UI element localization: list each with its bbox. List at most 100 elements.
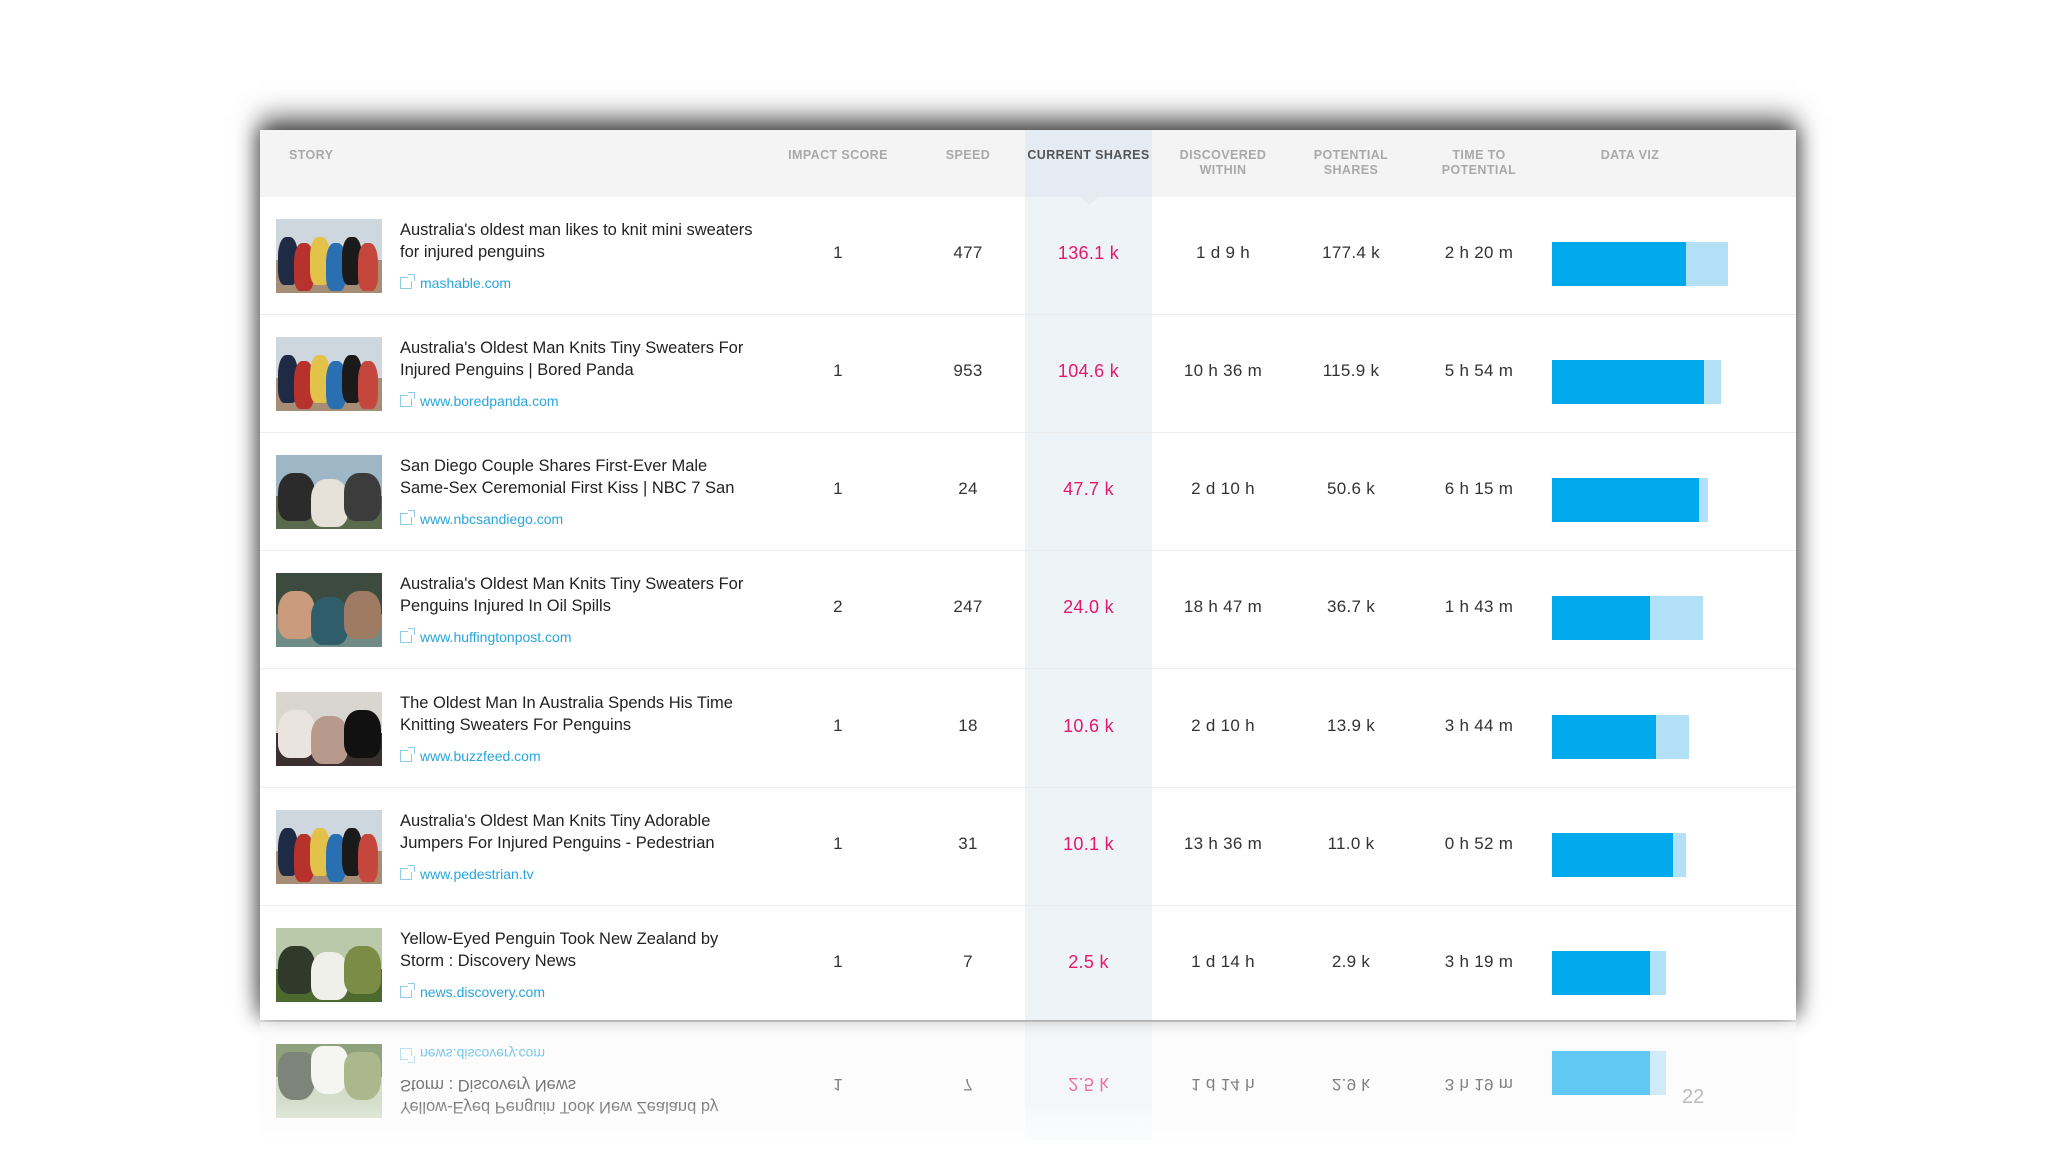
current-shares-bar xyxy=(1552,715,1656,759)
thumbnail-shape xyxy=(326,361,346,409)
impact-score-value: 1 xyxy=(833,834,843,853)
thumbnail-shape xyxy=(311,716,348,764)
impact-score-value: 2 xyxy=(833,597,843,616)
table-row[interactable]: Australia's Oldest Man Knits Tiny Sweate… xyxy=(260,551,1796,669)
thumbnail-shape xyxy=(358,243,378,291)
table-row[interactable]: Yellow-Eyed Penguin Took New Zealand by … xyxy=(260,906,1796,1020)
external-link-icon xyxy=(400,865,415,880)
current-shares-value: 104.6 k xyxy=(1057,361,1120,381)
thumbnail-shape xyxy=(311,1046,348,1094)
external-link-icon xyxy=(400,274,415,289)
story-thumbnail[interactable] xyxy=(276,810,382,884)
column-header-potential-shares[interactable]: POTENTIAL SHARES xyxy=(1313,148,1389,177)
current-shares-value: 24.0 k xyxy=(1063,597,1114,617)
story-source-link[interactable]: www.huffingtonpost.com xyxy=(400,628,572,645)
current-shares-bar xyxy=(1552,1051,1650,1095)
thumbnail-shape xyxy=(342,355,362,403)
current-shares-bar xyxy=(1552,596,1650,640)
story-thumbnail[interactable] xyxy=(276,219,382,293)
table-row[interactable]: The Oldest Man In Australia Spends His T… xyxy=(260,670,1796,788)
speed-value: 477 xyxy=(953,243,983,262)
table-header: STORY IMPACT SCORE SPEED CURRENT SHARES … xyxy=(260,130,1796,205)
time-to-potential-value: 5 h 54 m xyxy=(1444,361,1514,380)
story-source-label: www.buzzfeed.com xyxy=(420,748,541,764)
story-source-link[interactable]: mashable.com xyxy=(400,274,512,291)
story-title[interactable]: Australia's Oldest Man Knits Tiny Adorab… xyxy=(400,812,715,852)
thumbnail-shape xyxy=(342,828,362,876)
story-source-label: www.boredpanda.com xyxy=(420,393,559,409)
story-source-link[interactable]: www.pedestrian.tv xyxy=(400,865,534,882)
current-shares-value: 47.7 k xyxy=(1063,479,1114,499)
thumbnail-shape xyxy=(278,946,315,994)
speed-value: 18 xyxy=(958,716,978,735)
external-link-icon xyxy=(400,392,415,407)
potential-shares-value: 177.4 k xyxy=(1322,243,1380,262)
impact-score-value: 1 xyxy=(833,479,843,498)
thumbnail-shape xyxy=(344,591,381,639)
discovered-within-value: 2 d 10 h xyxy=(1191,479,1255,498)
current-shares-value: 10.1 k xyxy=(1063,834,1114,854)
column-header-impact-score[interactable]: IMPACT SCORE xyxy=(788,148,888,162)
column-header-current-shares[interactable]: CURRENT SHARES xyxy=(1025,130,1152,205)
time-to-potential-value: 3 h 19 m xyxy=(1444,952,1514,971)
impact-score-value: 1 xyxy=(833,243,843,262)
thumbnail-shape xyxy=(311,952,348,1000)
thumbnail-shape xyxy=(294,834,314,882)
potential-shares-value: 2.9 k xyxy=(1331,1075,1371,1094)
story-title[interactable]: Australia's Oldest Man Knits Tiny Sweate… xyxy=(400,575,744,615)
speed-value: 953 xyxy=(953,361,983,380)
story-thumbnail[interactable] xyxy=(276,928,382,1002)
external-link-icon xyxy=(400,628,415,643)
potential-shares-value: 115.9 k xyxy=(1322,361,1380,380)
thumbnail-shape xyxy=(278,591,315,639)
story-title[interactable]: The Oldest Man In Australia Spends His T… xyxy=(400,694,733,734)
story-source-label: news.discovery.com xyxy=(420,1046,546,1062)
discovered-within-value: 10 h 36 m xyxy=(1183,361,1263,380)
column-header-discovered-within[interactable]: DISCOVERED WITHIN xyxy=(1179,148,1267,177)
column-header-data-viz: DATA VIZ xyxy=(1600,148,1660,162)
discovered-within-value: 1 d 9 h xyxy=(1195,243,1251,262)
thumbnail-shape xyxy=(326,834,346,882)
story-source-label: www.nbcsandiego.com xyxy=(420,511,564,527)
stories-table-card: STORY IMPACT SCORE SPEED CURRENT SHARES … xyxy=(260,130,1796,1020)
thumbnail-shape xyxy=(278,355,298,403)
current-shares-bar xyxy=(1552,242,1686,286)
thumbnail-shape xyxy=(278,710,315,758)
time-to-potential-value: 2 h 20 m xyxy=(1444,243,1514,262)
story-source-link[interactable]: news.discovery.com xyxy=(400,983,545,1000)
thumbnail-shape xyxy=(278,237,298,285)
story-thumbnail[interactable] xyxy=(276,573,382,647)
discovered-within-value: 1 d 14 h xyxy=(1191,1075,1255,1094)
table-row[interactable]: Australia's oldest man likes to knit min… xyxy=(260,197,1796,315)
story-source-link[interactable]: www.buzzfeed.com xyxy=(400,747,541,764)
time-to-potential-value: 3 h 19 m xyxy=(1444,1075,1514,1094)
story-thumbnail[interactable] xyxy=(276,337,382,411)
story-title[interactable]: Australia's oldest man likes to knit min… xyxy=(400,221,753,261)
current-shares-column-highlight xyxy=(1025,130,1152,1020)
story-source-label: mashable.com xyxy=(420,275,512,291)
impact-score-value: 1 xyxy=(833,1075,843,1094)
thumbnail-shape xyxy=(344,946,381,994)
table-row[interactable]: Australia's Oldest Man Knits Tiny Adorab… xyxy=(260,788,1796,906)
thumbnail-shape xyxy=(326,243,346,291)
column-header-time-to-potential[interactable]: TIME TO POTENTIAL xyxy=(1441,148,1517,177)
time-to-potential-value: 3 h 44 m xyxy=(1444,716,1514,735)
impact-score-value: 1 xyxy=(833,361,843,380)
thumbnail-shape xyxy=(310,355,330,403)
story-thumbnail[interactable] xyxy=(276,455,382,529)
external-link-icon xyxy=(400,510,415,525)
story-title[interactable]: Australia's Oldest Man Knits Tiny Sweate… xyxy=(400,339,744,379)
story-title[interactable]: San Diego Couple Shares First-Ever Male … xyxy=(400,457,735,497)
story-source-link[interactable]: www.boredpanda.com xyxy=(400,392,559,409)
story-title[interactable]: Yellow-Eyed Penguin Took New Zealand by … xyxy=(400,930,719,970)
table-row[interactable]: Australia's Oldest Man Knits Tiny Sweate… xyxy=(260,315,1796,433)
story-source-link[interactable]: www.nbcsandiego.com xyxy=(400,510,564,527)
thumbnail-shape xyxy=(278,828,298,876)
column-header-speed[interactable]: SPEED xyxy=(945,148,991,162)
thumbnail-shape xyxy=(310,828,330,876)
column-header-story[interactable]: STORY xyxy=(289,148,334,162)
table-row[interactable]: San Diego Couple Shares First-Ever Male … xyxy=(260,433,1796,551)
time-to-potential-value: 0 h 52 m xyxy=(1444,834,1514,853)
current-shares-bar xyxy=(1552,360,1704,404)
story-thumbnail[interactable] xyxy=(276,692,382,766)
